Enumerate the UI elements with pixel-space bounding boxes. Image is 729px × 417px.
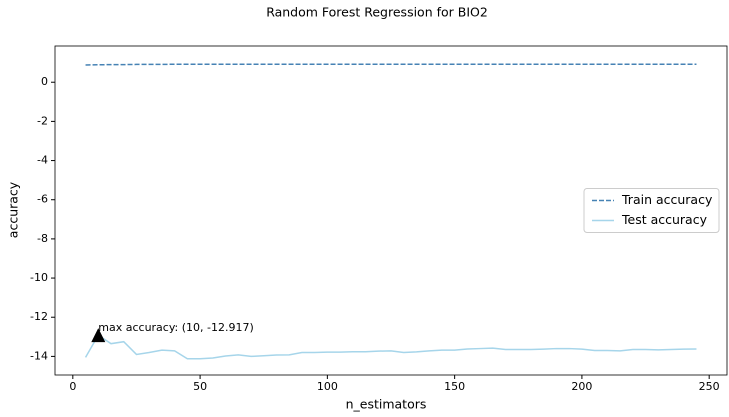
y-tick-label: -12 — [30, 310, 48, 323]
series-line — [84, 334, 697, 360]
legend-box — [583, 188, 720, 233]
series-line — [85, 63, 697, 66]
plot-frame — [54, 45, 728, 376]
annotation-arrow — [91, 328, 106, 343]
y-tick-label: -10 — [30, 271, 48, 284]
y-tick-label: -6 — [37, 193, 48, 206]
x-tick-label: 150 — [444, 380, 465, 393]
x-tick-label: 0 — [69, 380, 76, 393]
x-tick-label: 250 — [699, 380, 720, 393]
x-axis-label: n_estimators — [346, 397, 427, 412]
y-tick-label: -4 — [37, 154, 48, 167]
y-tick-label: -2 — [37, 114, 48, 127]
y-tick-label: -8 — [37, 232, 48, 245]
legend-label: Test accuracy — [621, 212, 708, 227]
chart-title: Random Forest Regression for BIO2 — [266, 5, 488, 20]
y-tick-label: -14 — [30, 349, 48, 362]
x-tick-label: 50 — [193, 380, 207, 393]
annotation-text: max accuracy: (10, -12.917) — [98, 321, 254, 334]
y-axis-label: accuracy — [6, 181, 21, 238]
x-tick-label: 200 — [571, 380, 592, 393]
y-tick-label: 0 — [41, 75, 48, 88]
legend-label: Train accuracy — [621, 192, 713, 207]
x-tick-label: 100 — [317, 380, 338, 393]
